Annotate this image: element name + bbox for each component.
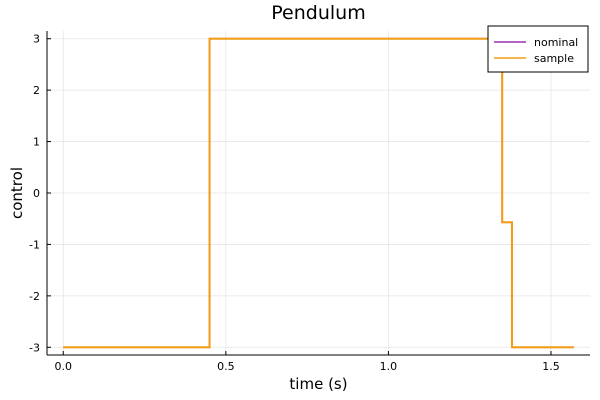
y-axis-title: control	[8, 167, 26, 219]
x-tick-label-0: 0.0	[55, 360, 73, 373]
chart-title: Pendulum	[271, 2, 365, 24]
legend: nominal sample	[487, 25, 589, 73]
x-tick-label-1: 0.5	[217, 360, 235, 373]
tick-labels: 0.0 0.5 1.0 1.5 -3 -2 -1 0 1 2 3	[29, 33, 560, 373]
grid-lines	[47, 31, 590, 355]
legend-box	[487, 25, 589, 73]
y-tick-label-3: 0	[33, 187, 40, 200]
legend-label-nominal: nominal	[534, 36, 578, 49]
legend-label-sample: sample	[534, 52, 574, 65]
y-tick-label-6: 3	[33, 33, 40, 46]
x-tick-label-3: 1.5	[542, 360, 560, 373]
y-tick-label-1: -2	[29, 290, 40, 303]
axes	[46, 31, 590, 356]
x-axis-title: time (s)	[289, 375, 347, 393]
y-tick-label-4: 1	[33, 136, 40, 149]
y-tick-label-2: -1	[29, 238, 40, 251]
x-tick-label-2: 1.0	[380, 360, 398, 373]
y-tick-label-0: -3	[29, 341, 40, 354]
y-tick-label-5: 2	[33, 84, 40, 97]
